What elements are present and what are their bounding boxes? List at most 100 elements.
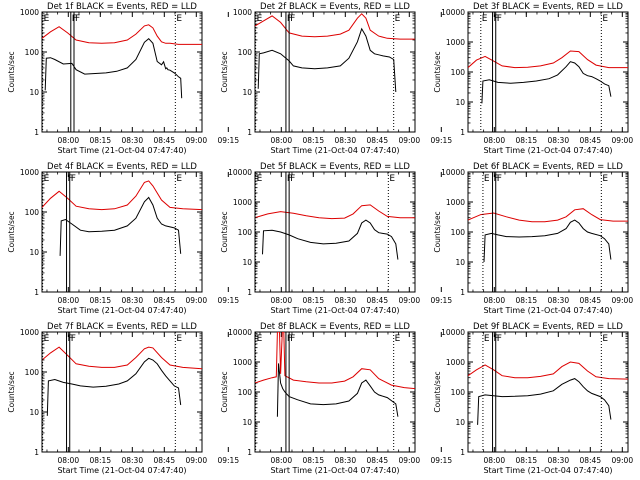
x-tick-label: 09:00 bbox=[398, 136, 420, 145]
x-tick-label: 08:00 bbox=[57, 136, 79, 145]
series-group bbox=[42, 346, 202, 416]
x-tick-label: 08:45 bbox=[366, 136, 388, 145]
x-axis-label: Start Time (21-Oct-04 07:47:40) bbox=[270, 146, 399, 155]
marker-label: E bbox=[395, 334, 401, 344]
detector-chart-9: Det 9f BLACK = Events, RED = LLD 1 10 100 10… bbox=[433, 322, 633, 475]
x-axis-label: Start Time (21-Oct-04 07:47:40) bbox=[57, 466, 186, 475]
y-axis-label: Counts/sec bbox=[7, 371, 16, 412]
x-tick-label: 08:30 bbox=[547, 136, 569, 145]
series-line-events bbox=[262, 219, 399, 260]
y-tick-label: 10000 bbox=[228, 328, 252, 337]
marker-label: E bbox=[44, 334, 50, 344]
marker-label: E bbox=[602, 14, 608, 24]
x-tick-label: 08:30 bbox=[334, 296, 356, 305]
x-tick-label: 08:15 bbox=[89, 296, 111, 305]
marker-label: F bbox=[497, 334, 502, 344]
marker-label: E bbox=[482, 14, 488, 24]
marker-label: F bbox=[290, 174, 295, 184]
y-tick-label: 10 bbox=[29, 248, 39, 257]
series-group bbox=[255, 13, 415, 93]
y-tick-label: 1 bbox=[247, 288, 252, 297]
series-line-lld bbox=[42, 24, 202, 45]
y-tick-label: 100 bbox=[25, 208, 40, 217]
y-tick-label: 1 bbox=[34, 288, 39, 297]
y-tick-label: 10 bbox=[455, 418, 465, 427]
detector-chart-3: Det 3f BLACK = Events, RED = LLD 1 10 100 10… bbox=[433, 2, 633, 155]
marker-label: E bbox=[602, 334, 608, 344]
y-tick-label: 1 bbox=[34, 128, 39, 137]
marker-label: F bbox=[71, 174, 76, 184]
chart-title: Det 1f BLACK = Events, RED = LLD bbox=[47, 2, 197, 12]
x-tick-label: 09:00 bbox=[185, 456, 207, 465]
x-tick-label: 09:15 bbox=[430, 296, 452, 305]
y-tick-label: 1 bbox=[460, 448, 465, 457]
y-axis-label: Counts/sec bbox=[220, 371, 229, 412]
series-group bbox=[42, 24, 202, 99]
x-axis-label: Start Time (21-Oct-04 07:47:40) bbox=[483, 466, 612, 475]
marker-label: E bbox=[257, 174, 263, 184]
x-tick-label: 08:15 bbox=[515, 296, 537, 305]
marker-label: F bbox=[71, 334, 76, 344]
x-axis-label: Start Time (21-Oct-04 07:47:40) bbox=[57, 146, 186, 155]
y-tick-label: 1000 bbox=[446, 198, 465, 207]
x-axis-label: Start Time (21-Oct-04 07:47:40) bbox=[57, 306, 186, 315]
series-group bbox=[468, 208, 628, 263]
y-tick-label: 1000 bbox=[233, 198, 252, 207]
y-axis-label: Counts/sec bbox=[220, 211, 229, 252]
plot-frame bbox=[41, 331, 203, 453]
plot-frame bbox=[467, 11, 629, 133]
x-tick-label: 09:00 bbox=[185, 136, 207, 145]
y-axis-label: Counts/sec bbox=[220, 51, 229, 92]
series-line-events bbox=[481, 61, 612, 104]
chart-title: Det 3f BLACK = Events, RED = LLD bbox=[473, 2, 623, 12]
x-tick-label: 09:00 bbox=[398, 456, 420, 465]
marker-label: E bbox=[395, 14, 401, 24]
x-tick-label: 08:30 bbox=[121, 456, 143, 465]
series-group bbox=[255, 332, 415, 417]
y-tick-label: 1 bbox=[34, 448, 39, 457]
x-tick-label: 08:45 bbox=[579, 296, 601, 305]
y-tick-label: 1000 bbox=[446, 38, 465, 47]
x-tick-label: 08:15 bbox=[302, 456, 324, 465]
y-tick-label: 1000 bbox=[20, 328, 39, 337]
x-tick-label: 09:15 bbox=[217, 136, 239, 145]
x-tick-label: 08:00 bbox=[270, 456, 292, 465]
x-tick-label: 08:45 bbox=[153, 296, 175, 305]
series-group bbox=[255, 204, 415, 260]
x-tick-label: 08:30 bbox=[121, 136, 143, 145]
chart-title: Det 8f BLACK = Events, RED = LLD bbox=[260, 322, 410, 332]
series-group bbox=[468, 361, 628, 425]
plot-frame bbox=[254, 331, 416, 453]
series-line-events bbox=[257, 27, 397, 93]
marker-label: E bbox=[602, 174, 608, 184]
y-tick-label: 10000 bbox=[441, 8, 465, 17]
y-axis-label: Counts/sec bbox=[433, 371, 442, 412]
series-line-events bbox=[483, 219, 612, 263]
x-tick-label: 08:45 bbox=[366, 296, 388, 305]
x-tick-label: 09:15 bbox=[217, 296, 239, 305]
series-line-lld bbox=[468, 361, 628, 380]
chart-title: Det 7f BLACK = Events, RED = LLD bbox=[47, 322, 197, 332]
y-tick-label: 1000 bbox=[20, 8, 39, 17]
x-tick-label: 09:00 bbox=[611, 296, 633, 305]
chart-title: Det 5f BLACK = Events, RED = LLD bbox=[260, 162, 410, 172]
x-tick-label: 08:30 bbox=[547, 296, 569, 305]
marker-label: E bbox=[257, 334, 263, 344]
detector-chart-8: Det 8f BLACK = Events, RED = LLD 1 10 100 10… bbox=[220, 322, 452, 475]
y-tick-label: 1 bbox=[460, 128, 465, 137]
y-tick-label: 100 bbox=[238, 388, 253, 397]
x-tick-label: 08:45 bbox=[153, 456, 175, 465]
x-axis-label: Start Time (21-Oct-04 07:47:40) bbox=[270, 466, 399, 475]
series-line-events bbox=[44, 38, 183, 99]
x-tick-label: 09:00 bbox=[611, 456, 633, 465]
marker-label: F bbox=[497, 174, 502, 184]
x-tick-label: 08:00 bbox=[483, 296, 505, 305]
x-tick-label: 08:00 bbox=[57, 456, 79, 465]
series-line-lld bbox=[468, 208, 628, 223]
y-tick-label: 1000 bbox=[20, 168, 39, 177]
marker-label: E bbox=[176, 174, 182, 184]
x-tick-label: 09:00 bbox=[398, 296, 420, 305]
x-tick-label: 08:30 bbox=[334, 136, 356, 145]
y-axis-label: Counts/sec bbox=[433, 211, 442, 252]
y-tick-label: 100 bbox=[238, 48, 253, 57]
